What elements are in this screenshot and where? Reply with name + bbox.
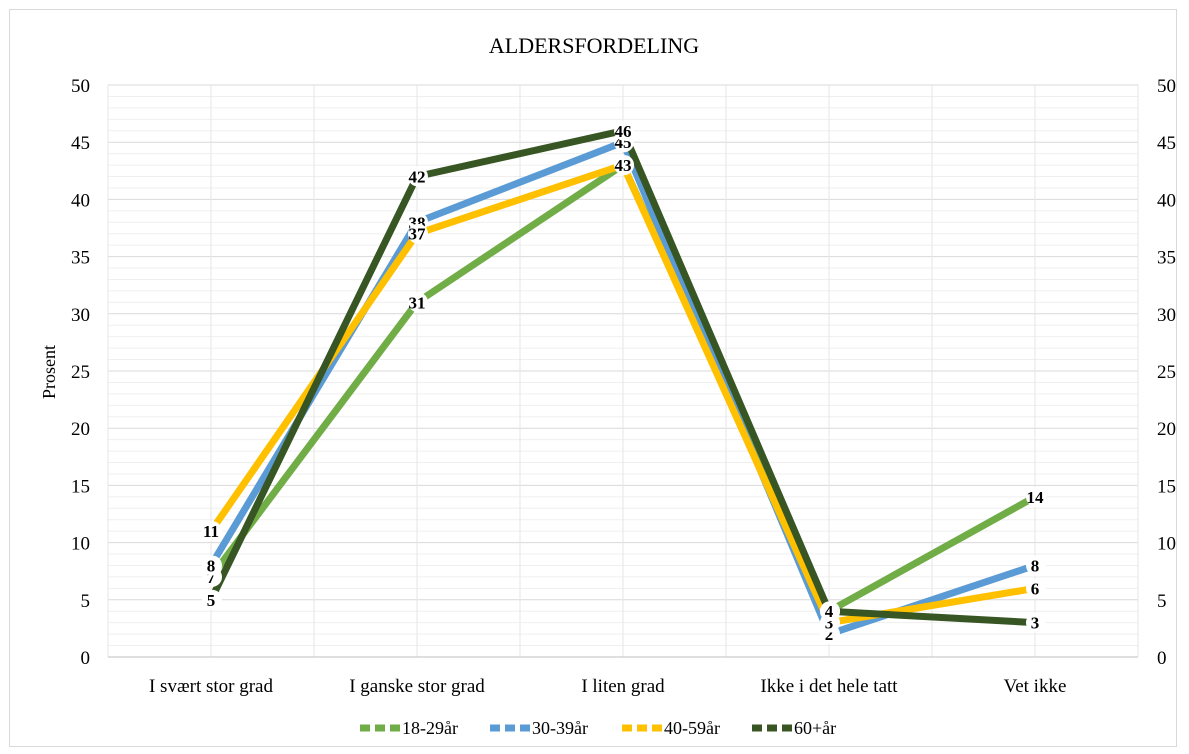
y-tick-label-right: 10 <box>1157 534 1176 555</box>
legend-label: 60+år <box>794 718 836 738</box>
y-axis-label: Prosent <box>39 345 59 399</box>
y-tick-label-right: 25 <box>1157 362 1176 383</box>
y-tick-label: 20 <box>71 419 90 440</box>
data-labels: 731434148384528113743365424643 <box>202 120 1046 645</box>
y-tick-label: 25 <box>71 362 90 383</box>
x-category-label: I liten grad <box>581 676 665 697</box>
y-tick-label-right: 45 <box>1157 133 1176 154</box>
data-label-halo <box>408 223 428 244</box>
data-label-halo <box>1026 486 1046 507</box>
y-tick-label: 35 <box>71 248 90 269</box>
y-tick-label: 0 <box>81 648 91 669</box>
data-label-halo <box>614 120 634 141</box>
legend: 18-29år 30-39år 40-59år 60+år <box>360 718 836 738</box>
data-label-halo <box>614 155 634 176</box>
y-tick-label: 15 <box>71 476 90 497</box>
chart-title: ALDERSFORDELING <box>489 33 699 58</box>
data-label-halo <box>202 555 222 576</box>
data-label: 4 <box>825 602 834 621</box>
x-category-label: Vet ikke <box>1004 676 1067 697</box>
data-label: 46 <box>615 122 632 141</box>
x-category-label: I svært stor grad <box>149 676 274 697</box>
data-label: 42 <box>409 168 426 187</box>
y-tick-label: 30 <box>71 305 90 326</box>
data-label-halo <box>820 601 840 622</box>
data-label: 43 <box>615 156 632 175</box>
data-label-halo <box>408 292 428 313</box>
y-tick-label: 40 <box>71 190 90 211</box>
y-tick-label-right: 20 <box>1157 419 1176 440</box>
data-label-halo <box>1026 555 1046 576</box>
data-label: 14 <box>1027 488 1045 507</box>
y-axis-left: 0 5 10 15 20 25 30 35 40 45 50 <box>71 76 90 669</box>
y-tick-label: 5 <box>81 591 91 612</box>
legend-label: 18-29år <box>402 718 458 738</box>
data-label: 31 <box>409 293 426 312</box>
chart-frame <box>9 9 1177 747</box>
data-label: 8 <box>1031 556 1040 575</box>
data-label-halo <box>1026 578 1046 599</box>
data-label: 3 <box>825 614 834 633</box>
y-tick-label-right: 40 <box>1157 190 1176 211</box>
x-axis-categories: I svært stor grad I ganske stor grad I lit… <box>149 676 1066 697</box>
data-label: 5 <box>207 591 216 610</box>
data-label-halo <box>1026 612 1046 633</box>
legend-label: 30-39år <box>532 718 588 738</box>
data-label-halo <box>202 589 222 610</box>
y-tick-label-right: 50 <box>1157 76 1176 97</box>
y-tick-label-right: 15 <box>1157 476 1176 497</box>
data-label: 6 <box>1031 579 1040 598</box>
data-label: 7 <box>207 568 216 587</box>
y-tick-label: 50 <box>71 76 90 97</box>
y-tick-label: 10 <box>71 534 90 555</box>
y-tick-label-right: 35 <box>1157 248 1176 269</box>
y-tick-label-right: 0 <box>1157 648 1167 669</box>
data-label: 11 <box>203 522 219 541</box>
data-label-halo <box>408 166 428 187</box>
data-label: 2 <box>825 625 834 644</box>
y-axis-right: 0 5 10 15 20 25 30 35 40 45 50 <box>1157 76 1176 669</box>
y-tick-label: 45 <box>71 133 90 154</box>
y-tick-label-right: 5 <box>1157 591 1167 612</box>
x-category-label: I ganske stor grad <box>349 676 485 697</box>
x-category-label: Ikke i det hele tatt <box>760 676 898 697</box>
data-label: 3 <box>1031 614 1040 633</box>
data-label: 8 <box>207 556 216 575</box>
data-label: 37 <box>409 225 427 244</box>
legend-label: 40-59år <box>664 718 720 738</box>
data-label-halo <box>202 521 222 542</box>
y-tick-label-right: 30 <box>1157 305 1176 326</box>
